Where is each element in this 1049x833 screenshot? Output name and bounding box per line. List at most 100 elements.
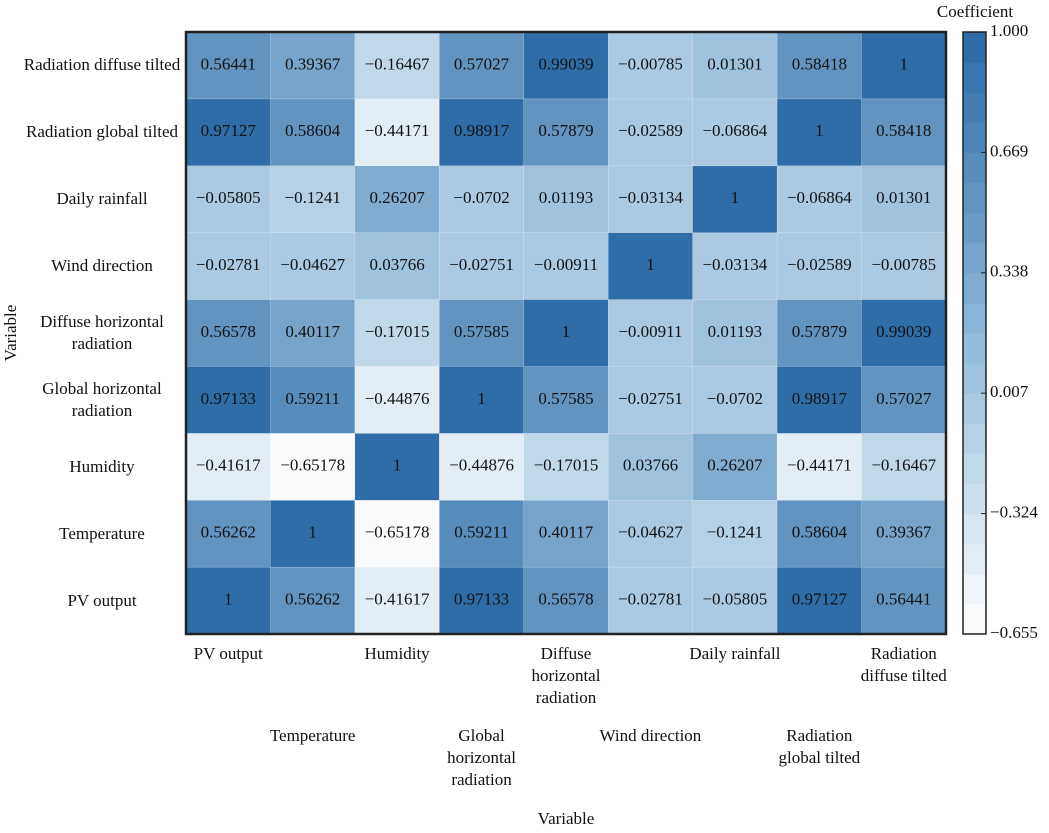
cell-label: 0.01193 [708, 322, 763, 341]
cell [692, 366, 778, 434]
colorbar-step [963, 573, 986, 605]
cell [776, 499, 862, 568]
cell-label: 0.97127 [201, 121, 257, 140]
cell [607, 499, 693, 568]
x-tick-label: Temperature [269, 726, 356, 745]
y-tick-label: Radiation global tilted [25, 122, 179, 142]
cell [861, 366, 947, 434]
colorbar-tick-label: 0.338 [990, 262, 1028, 281]
cell [607, 566, 693, 635]
cell-label: 0.39367 [285, 54, 341, 73]
cell-label: −0.06864 [787, 188, 852, 207]
cell [354, 499, 440, 568]
cell [354, 165, 440, 233]
cell-label: −0.04627 [618, 523, 683, 542]
cell [439, 232, 525, 300]
colorbar-step [963, 242, 986, 274]
x-tick-label: Humidity [364, 644, 430, 663]
colorbar-step [963, 483, 986, 515]
cell-label: 0.58604 [285, 121, 341, 140]
cell [776, 31, 862, 100]
colorbar-step [963, 513, 986, 545]
cell-label: −0.44876 [365, 389, 430, 408]
cell-label: −0.02781 [618, 589, 683, 608]
cell [776, 165, 862, 233]
cell [270, 433, 356, 501]
cell [185, 566, 271, 635]
cell [439, 366, 525, 434]
cell [776, 366, 862, 434]
cell-label: 0.01193 [539, 188, 594, 207]
cell [439, 566, 525, 635]
cell-label: −0.44171 [787, 456, 852, 475]
x-tick-label: PV output [193, 644, 263, 663]
cell [270, 98, 356, 167]
cell-label: 0.26207 [369, 188, 425, 207]
y-tick-label: Temperature [59, 523, 145, 543]
cell [861, 433, 947, 501]
cell [439, 31, 525, 100]
x-tick-label: Radiation diffuse tilted [860, 644, 947, 685]
cell-label: 0.98917 [792, 389, 848, 408]
cell-label: 0.99039 [538, 54, 593, 73]
cell-label: 0.56441 [201, 54, 256, 73]
colorbar-tick-label: −0.655 [990, 623, 1038, 642]
cell-label: −0.02589 [618, 121, 683, 140]
cell-label: 0.97127 [792, 589, 848, 608]
y-tick-label: Diffuse horizontal radiation [40, 312, 164, 353]
cell-label: 0.57027 [454, 54, 510, 73]
cell-label: −0.65178 [280, 456, 345, 475]
colorbar-tick-label: 0.007 [990, 382, 1029, 401]
cell [523, 98, 609, 167]
cell-label: 0.40117 [285, 322, 340, 341]
cell [776, 299, 862, 367]
colorbar-step [963, 92, 986, 123]
colorbar-step [963, 603, 986, 635]
cell [439, 299, 525, 367]
cell-label: 0.39367 [876, 523, 932, 542]
cell [607, 165, 693, 233]
cell-label: 0.01301 [707, 54, 762, 73]
cell-label: 0.03766 [623, 456, 678, 475]
cell [607, 31, 693, 100]
x-tick-label: Radiation global tilted [778, 726, 861, 767]
cell-label: 0.56578 [201, 322, 256, 341]
colorbar-step [963, 363, 986, 394]
y-tick-label: Humidity [69, 456, 135, 476]
cell-label: 0.56262 [285, 589, 340, 608]
cell [270, 566, 356, 635]
cell [861, 299, 947, 367]
colorbar-step [963, 272, 986, 304]
colorbar-step [963, 32, 986, 63]
cell [523, 433, 609, 501]
cell-label: 0.99039 [876, 322, 931, 341]
cell [861, 31, 947, 100]
cell [354, 433, 440, 501]
colorbar-step [963, 333, 986, 364]
cell-label: 0.56441 [876, 589, 931, 608]
cell-label: −0.02751 [618, 389, 683, 408]
cell-label: −0.04627 [280, 255, 345, 274]
cell-label: −0.00911 [534, 255, 598, 274]
x-tick-label: Wind direction [599, 726, 702, 745]
cell [692, 232, 778, 300]
cell-label: −0.00785 [871, 255, 936, 274]
cell [523, 31, 609, 100]
cell-label: −0.05805 [702, 589, 767, 608]
cell [354, 31, 440, 100]
colorbar-step [963, 423, 986, 454]
cell [354, 232, 440, 300]
cell-label: −0.02751 [449, 255, 514, 274]
colorbar-step [963, 453, 986, 484]
cell-label: 1 [477, 389, 486, 408]
cell-label: 0.56262 [201, 523, 256, 542]
cell-label: −0.41617 [196, 456, 261, 475]
cell-label: −0.0702 [707, 389, 763, 408]
x-tick-label: Diffuse horizontal radiation [531, 644, 601, 707]
cell [354, 566, 440, 635]
x-tick-label: Global horizontal radiation [447, 726, 516, 789]
colorbar-step [963, 122, 986, 153]
cell [523, 499, 609, 568]
cell-label: −0.17015 [365, 322, 430, 341]
